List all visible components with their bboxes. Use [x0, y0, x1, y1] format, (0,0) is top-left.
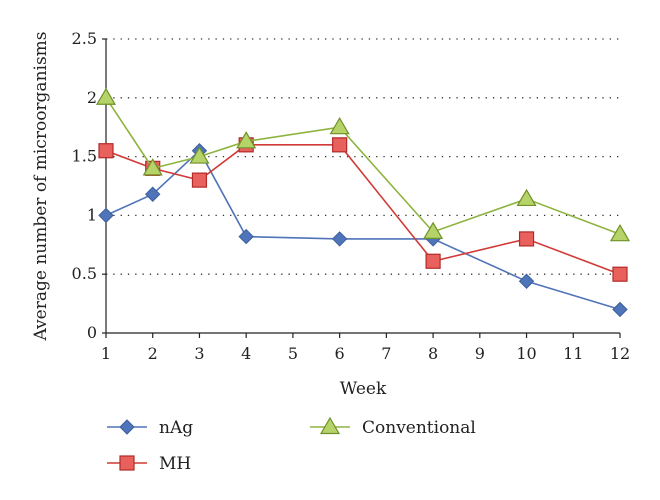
x-tick-labels: 1 2 3 4 5 6 7 8 9 10 11 12	[101, 333, 630, 363]
x-tick-label-9: 10	[516, 344, 536, 363]
legend-marker-conventional	[319, 416, 341, 435]
point-mh-6	[518, 231, 535, 247]
legend-item-mh: MH	[107, 454, 191, 474]
series-conventional	[95, 87, 631, 242]
series-group	[95, 87, 631, 318]
y-tick-label-3: 1.5	[72, 147, 97, 166]
y-axis-title: Average number of microorganisms	[31, 31, 51, 341]
point-nag-4	[331, 231, 348, 247]
series-nag	[98, 143, 628, 318]
x-tick-label-3: 4	[241, 344, 251, 363]
legend-marker-nag	[119, 419, 135, 435]
point-mh-2	[191, 172, 208, 188]
point-conventional-4	[329, 117, 350, 135]
point-nag-7	[612, 301, 628, 318]
x-tick-label-10: 11	[563, 344, 583, 363]
series-line-mh	[105, 144, 621, 275]
legend-label-nag: nAg	[159, 418, 193, 438]
axes	[105, 39, 620, 334]
legend-label-conventional: Conventional	[362, 418, 476, 438]
legend-item-nag: nAg	[107, 418, 193, 438]
point-conventional-1	[142, 158, 163, 176]
x-tick-label-2: 3	[194, 344, 204, 363]
point-mh-5	[425, 253, 441, 269]
point-conventional-6	[516, 188, 537, 207]
legend: nAg MH Conventional	[107, 416, 476, 474]
x-tick-label-1: 2	[148, 344, 158, 363]
x-tick-label-7: 8	[428, 344, 438, 363]
point-nag-0	[98, 207, 114, 224]
y-tick-label-4: 2	[87, 88, 97, 107]
x-tick-label-8: 9	[475, 344, 485, 363]
series-line-nag	[105, 149, 621, 311]
x-tick-label-11: 12	[610, 344, 630, 363]
x-tick-label-5: 6	[335, 344, 345, 363]
point-conventional-3	[236, 131, 257, 149]
point-conventional-2	[189, 146, 210, 164]
point-mh-0	[98, 143, 114, 159]
legend-label-mh: MH	[159, 454, 191, 474]
point-mh-7	[612, 266, 628, 282]
y-tick-label-5: 2.5	[72, 29, 97, 48]
x-tick-label-0: 1	[101, 344, 111, 363]
legend-marker-mh	[119, 455, 135, 471]
point-nag-1	[145, 186, 161, 202]
series-mh	[98, 137, 628, 282]
point-conventional-7	[609, 224, 631, 242]
point-conventional-5	[423, 221, 444, 239]
series-line-conventional	[105, 97, 621, 235]
x-tick-label-6: 7	[381, 344, 391, 363]
point-nag-3	[238, 228, 254, 245]
point-conventional-0	[95, 87, 117, 105]
point-mh-4	[332, 137, 348, 153]
y-tick-label-2: 1	[87, 205, 97, 224]
y-tick-label-0: 0	[87, 323, 97, 342]
x-tick-label-4: 5	[288, 344, 298, 363]
y-tick-labels: 0 0.5 1 1.5 2 2.5	[72, 29, 106, 342]
legend-item-conventional: Conventional	[310, 416, 476, 438]
point-nag-6	[518, 273, 535, 289]
x-axis-title: Week	[340, 379, 387, 399]
y-tick-label-1: 0.5	[72, 264, 97, 283]
